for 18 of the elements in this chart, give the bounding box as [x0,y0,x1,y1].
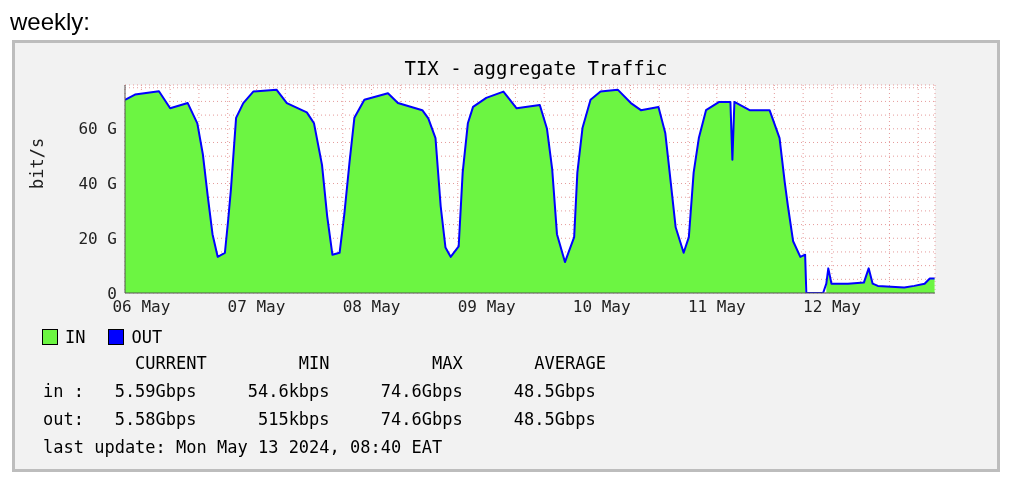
legend-label: OUT [130,327,163,347]
text: in : 5.59Gbps 54.6kbps 74.6Gbps 48.5Gbps [43,380,597,403]
x-tick-label: 10 May [572,297,631,317]
text: last update: Mon May 13 2024, 08:40 EAT [43,436,444,459]
text: out: 5.58Gbps 515kbps 74.6Gbps 48.5Gbps [43,408,597,431]
x-tick-label: 07 May [227,297,286,317]
text: CURRENT MIN MAX AVERAGE [134,352,607,375]
chart-title: weekly: [10,8,92,36]
y-tick-label: 40 G [78,174,117,194]
y-axis-title: bit/s [27,137,48,189]
legend-label: IN [64,327,86,347]
x-tick-label: 08 May [342,297,401,317]
x-tick-label: 12 May [803,297,862,317]
x-tick-label: 09 May [457,297,516,317]
x-tick-label: 11 May [687,297,747,317]
y-tick-label: 60 G [78,119,117,139]
y-tick-label: 20 G [78,228,117,248]
chart-subtitle: TIX - aggregate Traffic [403,56,669,79]
